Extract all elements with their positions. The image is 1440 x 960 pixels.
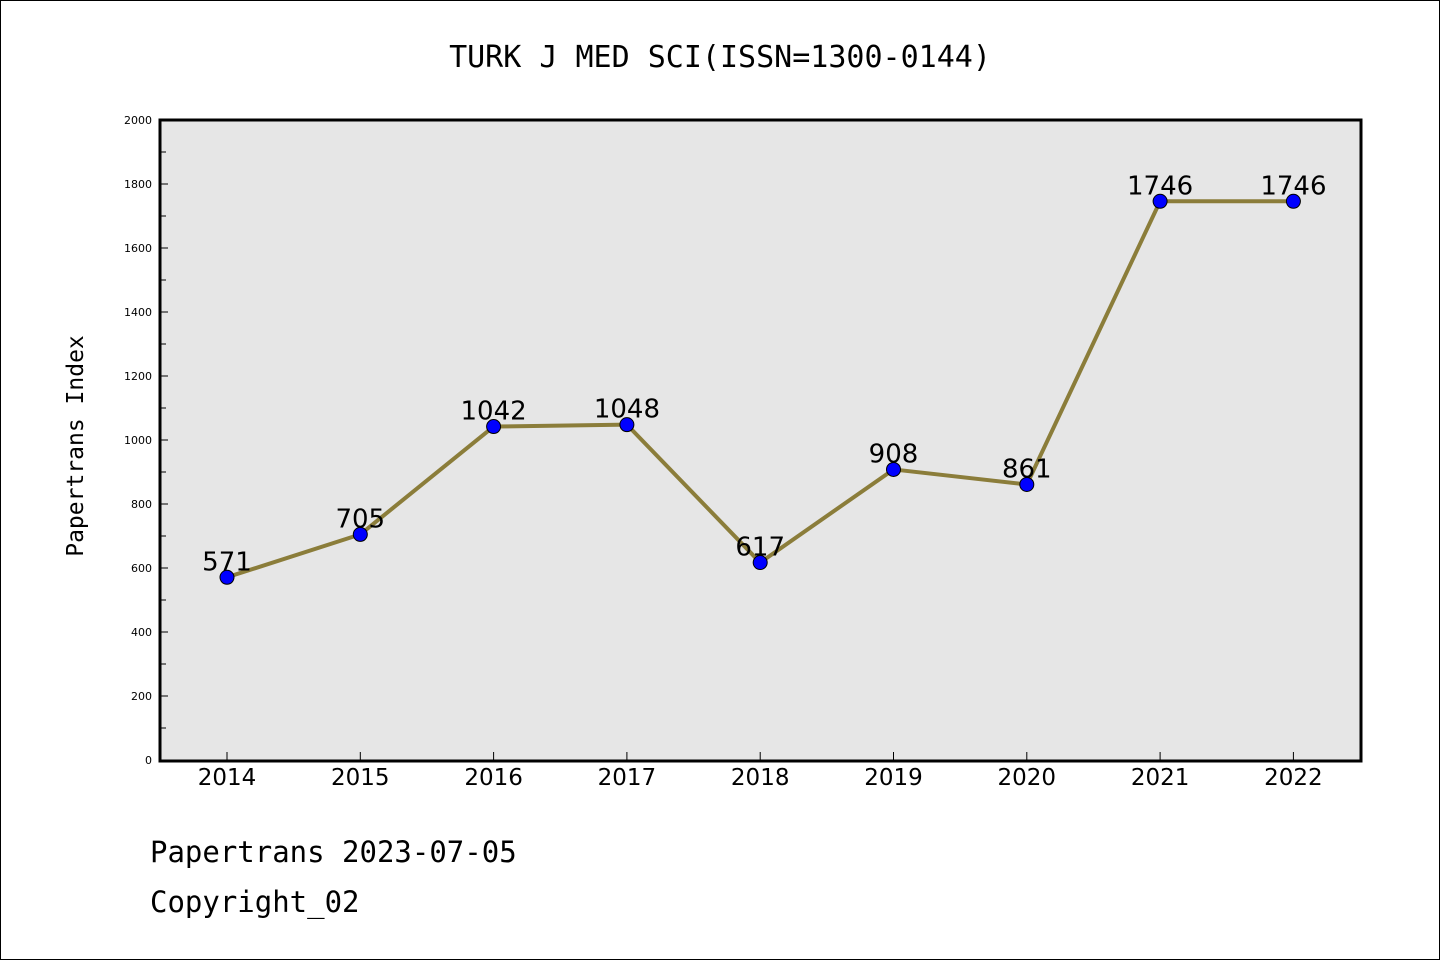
x-tick-label: 2020 [998,765,1057,791]
x-tick-label: 2021 [1131,765,1190,791]
data-label: 571 [202,547,252,577]
y-tick-label: 1200 [124,370,152,383]
y-axis-label: Papertrans Index [63,335,89,557]
y-tick-label: 1400 [124,306,152,319]
x-tick-label: 2019 [864,765,923,791]
plot-border [158,118,1363,763]
data-point [619,417,635,433]
data-point [352,526,368,542]
data-label: 1048 [594,395,660,425]
footer-copyright: Copyright_02 [150,885,360,919]
data-label: 705 [335,504,385,534]
data-labels: 571 705 1042 1048 617 908 861 1746 1746 [202,171,1326,577]
data-point [1019,476,1035,492]
footer-date: Papertrans 2023-07-05 [150,835,517,869]
data-label: 1746 [1260,171,1326,201]
y-tick-label: 0 [145,754,152,767]
y-tick-label: 600 [131,562,152,575]
y-tick-label: 1600 [124,242,152,255]
data-label: 861 [1002,454,1052,484]
x-tick-label: 2018 [731,765,790,791]
y-tick-label: 1800 [124,178,152,191]
y-tick-label: 2000 [124,114,152,127]
x-tick-label: 2017 [598,765,657,791]
y-tick-label: 400 [131,626,152,639]
data-label: 1746 [1127,171,1193,201]
data-label: 617 [735,533,785,563]
data-point [486,419,502,435]
y-tick-label: 1000 [124,434,152,447]
data-label: 908 [869,439,919,469]
data-points [219,193,1301,585]
x-tick-label: 2022 [1264,765,1323,791]
plot-area [160,120,1361,761]
x-tick-label: 2014 [198,765,257,791]
data-point [1285,193,1301,209]
x-tick-label: 2016 [464,765,523,791]
data-point [219,569,235,585]
chart-title: TURK J MED SCI(ISSN=1300-0144) [449,40,991,75]
data-point [1152,193,1168,209]
data-point [752,555,768,571]
y-tick-label: 800 [131,498,152,511]
data-point [886,461,901,477]
data-label: 1042 [461,397,527,427]
y-tick-label: 200 [131,690,152,703]
x-tick-label: 2015 [331,765,390,791]
x-axis: 2014 2015 2016 2017 2018 2019 2020 2021 2022 [198,752,1323,791]
y-axis: 0 200 400 600 800 1000 1200 1400 1600 1800 2000 [124,114,168,767]
